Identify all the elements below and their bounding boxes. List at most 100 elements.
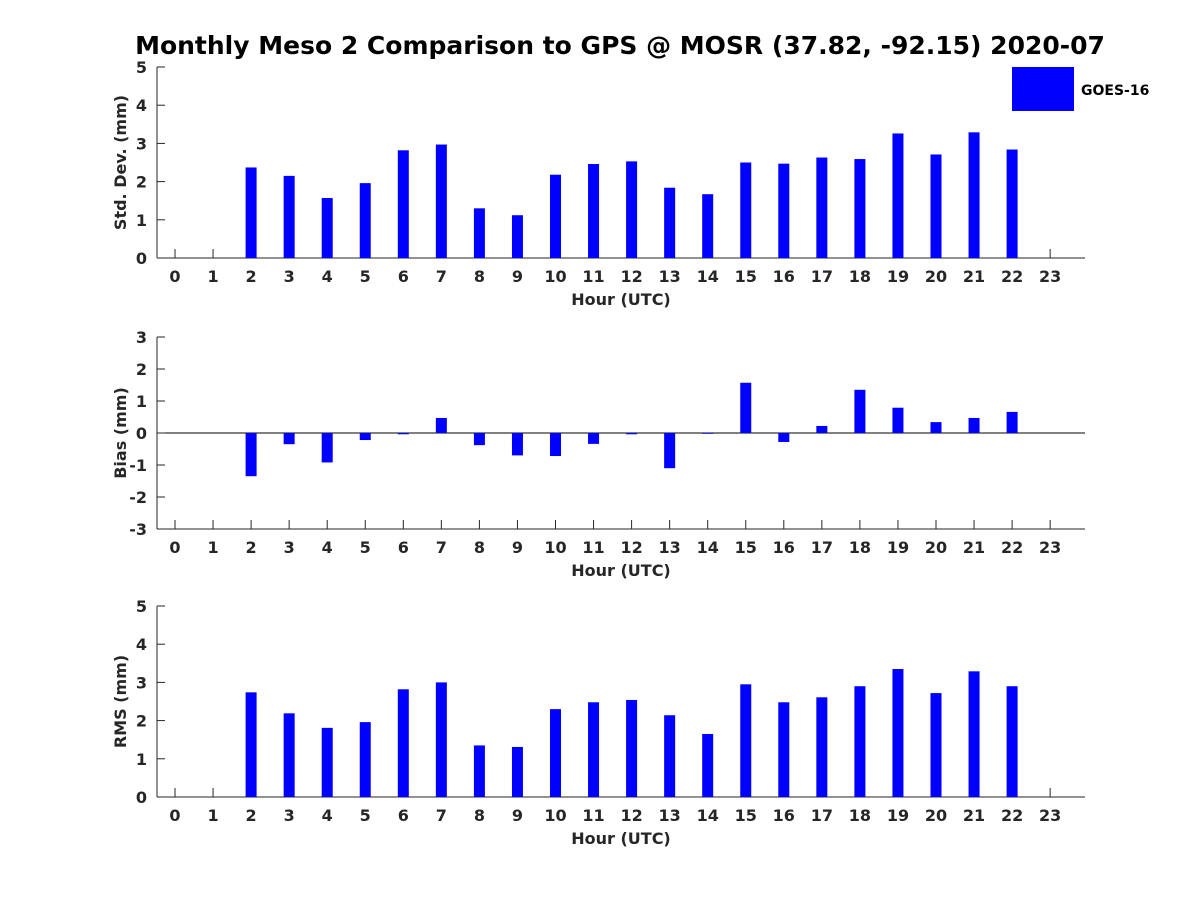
bar-hour-18 xyxy=(854,389,866,433)
x-tick-label: 8 xyxy=(474,267,485,286)
bar-hour-13 xyxy=(664,715,676,797)
x-tick-label: 11 xyxy=(582,538,604,557)
x-tick-label: 14 xyxy=(697,538,719,557)
bar-hour-3 xyxy=(283,175,295,258)
bar-hour-6 xyxy=(397,689,409,797)
bar-hour-4 xyxy=(321,198,333,258)
y-tick-label: -2 xyxy=(129,488,147,507)
bar-hour-8 xyxy=(473,208,485,258)
x-tick-label: 2 xyxy=(246,267,257,286)
y-axis-label: Std. Dev. (mm) xyxy=(111,95,130,230)
y-axis-label: RMS (mm) xyxy=(111,655,130,748)
x-tick-label: 10 xyxy=(544,806,566,825)
bar-hour-14 xyxy=(702,433,714,434)
x-tick-label: 5 xyxy=(360,267,371,286)
y-tick-label: 1 xyxy=(136,392,147,411)
x-tick-label: 23 xyxy=(1039,538,1061,557)
x-tick-label: 18 xyxy=(849,267,871,286)
y-tick-label: -1 xyxy=(129,456,147,475)
x-tick-label: 4 xyxy=(322,538,333,557)
bar-hour-19 xyxy=(892,407,904,433)
bar-hour-12 xyxy=(626,699,638,797)
x-tick-label: 3 xyxy=(284,538,295,557)
y-tick-label: 2 xyxy=(136,173,147,192)
x-tick-label: 6 xyxy=(398,806,409,825)
x-tick-label: 5 xyxy=(360,538,371,557)
x-tick-label: 13 xyxy=(659,806,681,825)
x-tick-label: 2 xyxy=(246,806,257,825)
x-tick-label: 9 xyxy=(512,806,523,825)
bar-hour-21 xyxy=(968,132,980,258)
y-tick-label: 0 xyxy=(136,249,147,268)
bar-hour-9 xyxy=(511,215,523,258)
x-tick-label: 19 xyxy=(887,538,909,557)
legend-swatch xyxy=(1012,67,1074,111)
x-tick-label: 17 xyxy=(811,538,833,557)
bar-hour-5 xyxy=(359,433,371,441)
x-tick-label: 14 xyxy=(697,806,719,825)
y-tick-label: 3 xyxy=(136,134,147,153)
chart-title: Monthly Meso 2 Comparison to GPS @ MOSR … xyxy=(135,31,1105,60)
y-tick-label: 1 xyxy=(136,211,147,230)
bar-hour-22 xyxy=(1006,149,1018,258)
bar-hour-4 xyxy=(321,433,333,463)
bar-hour-2 xyxy=(245,692,257,797)
bar-hour-18 xyxy=(854,159,866,258)
x-tick-label: 17 xyxy=(811,806,833,825)
bar-hour-12 xyxy=(626,161,638,258)
bar-hour-20 xyxy=(930,422,942,433)
x-tick-label: 14 xyxy=(697,267,719,286)
y-tick-label: 3 xyxy=(136,673,147,692)
x-tick-label: 18 xyxy=(849,538,871,557)
x-tick-label: 6 xyxy=(398,267,409,286)
x-tick-label: 8 xyxy=(474,538,485,557)
bar-hour-9 xyxy=(511,433,523,456)
bar-hour-8 xyxy=(473,433,485,446)
bar-hour-15 xyxy=(740,162,752,258)
x-tick-label: 10 xyxy=(544,267,566,286)
x-tick-label: 7 xyxy=(436,538,447,557)
x-tick-label: 9 xyxy=(512,538,523,557)
x-tick-label: 12 xyxy=(620,267,642,286)
y-tick-label: 4 xyxy=(136,635,147,654)
bar-hour-17 xyxy=(816,157,828,258)
x-tick-label: 15 xyxy=(735,538,757,557)
x-tick-label: 21 xyxy=(963,267,985,286)
x-tick-label: 22 xyxy=(1001,806,1023,825)
bar-hour-16 xyxy=(778,163,790,258)
x-tick-label: 1 xyxy=(207,806,218,825)
x-tick-label: 23 xyxy=(1039,267,1061,286)
bar-hour-21 xyxy=(968,417,980,433)
bar-hour-11 xyxy=(588,164,600,258)
x-tick-label: 20 xyxy=(925,267,947,286)
bar-hour-19 xyxy=(892,669,904,797)
x-tick-label: 19 xyxy=(887,267,909,286)
bar-hour-10 xyxy=(550,174,561,258)
bar-hour-3 xyxy=(283,433,295,445)
x-tick-label: 16 xyxy=(773,267,795,286)
bar-hour-16 xyxy=(778,702,790,797)
x-tick-label: 22 xyxy=(1001,538,1023,557)
bar-hour-13 xyxy=(664,187,676,258)
bar-hour-20 xyxy=(930,154,942,258)
x-tick-label: 0 xyxy=(169,538,180,557)
y-tick-label: 0 xyxy=(136,788,147,807)
x-tick-label: 6 xyxy=(398,538,409,557)
bar-hour-18 xyxy=(854,686,866,797)
bar-hour-20 xyxy=(930,693,942,797)
bar-hour-7 xyxy=(435,144,447,258)
x-tick-label: 1 xyxy=(207,538,218,557)
bar-hour-14 xyxy=(702,194,714,258)
x-tick-label: 9 xyxy=(512,267,523,286)
x-tick-label: 7 xyxy=(436,267,447,286)
x-tick-label: 4 xyxy=(322,267,333,286)
bar-hour-19 xyxy=(892,133,904,258)
bar-hour-17 xyxy=(816,425,828,433)
y-tick-label: -3 xyxy=(129,520,147,539)
bar-hour-14 xyxy=(702,733,714,797)
x-tick-label: 11 xyxy=(582,267,604,286)
x-tick-label: 2 xyxy=(246,538,257,557)
